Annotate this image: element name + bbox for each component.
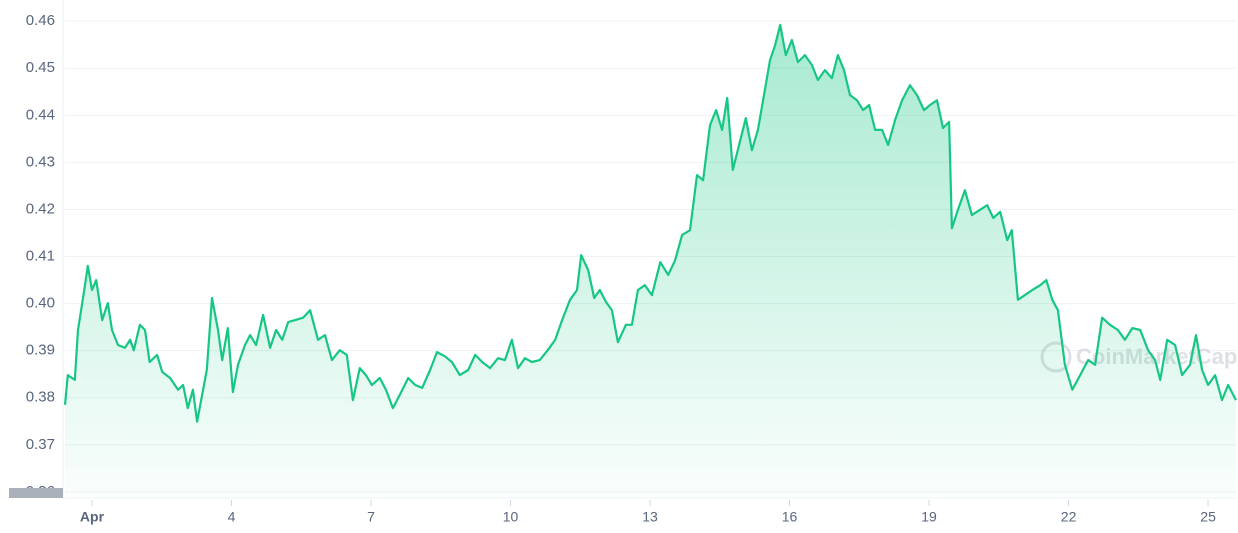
y-tick-label: 0.45	[26, 59, 55, 76]
y-tick-label: 0.37	[26, 436, 55, 453]
y-tick-label: 0.42	[26, 200, 55, 217]
x-tick-label: 19	[921, 509, 937, 525]
y-tick-label: 0.46	[26, 12, 55, 29]
x-tick-label: 10	[503, 509, 519, 525]
y-tick-label: 0.39	[26, 342, 55, 359]
x-tick-label: 16	[782, 509, 798, 525]
x-tick-label: 7	[367, 509, 375, 525]
y-tick-label: 0.41	[26, 247, 55, 264]
x-tick-label: 25	[1200, 509, 1216, 525]
x-tick-label: 4	[228, 509, 236, 525]
x-tick-label: 22	[1061, 509, 1077, 525]
y-tick-label: 0.43	[26, 153, 55, 170]
x-tick-label: 13	[642, 509, 658, 525]
y-tick-label: 0.38	[26, 389, 55, 406]
price-line	[63, 23, 1237, 423]
axis-corner-box	[9, 488, 63, 498]
y-tick-label: 0.44	[26, 106, 55, 123]
y-tick-label: 0.40	[26, 295, 55, 312]
x-tick-label: Apr	[80, 509, 105, 525]
price-area	[65, 24, 1236, 499]
